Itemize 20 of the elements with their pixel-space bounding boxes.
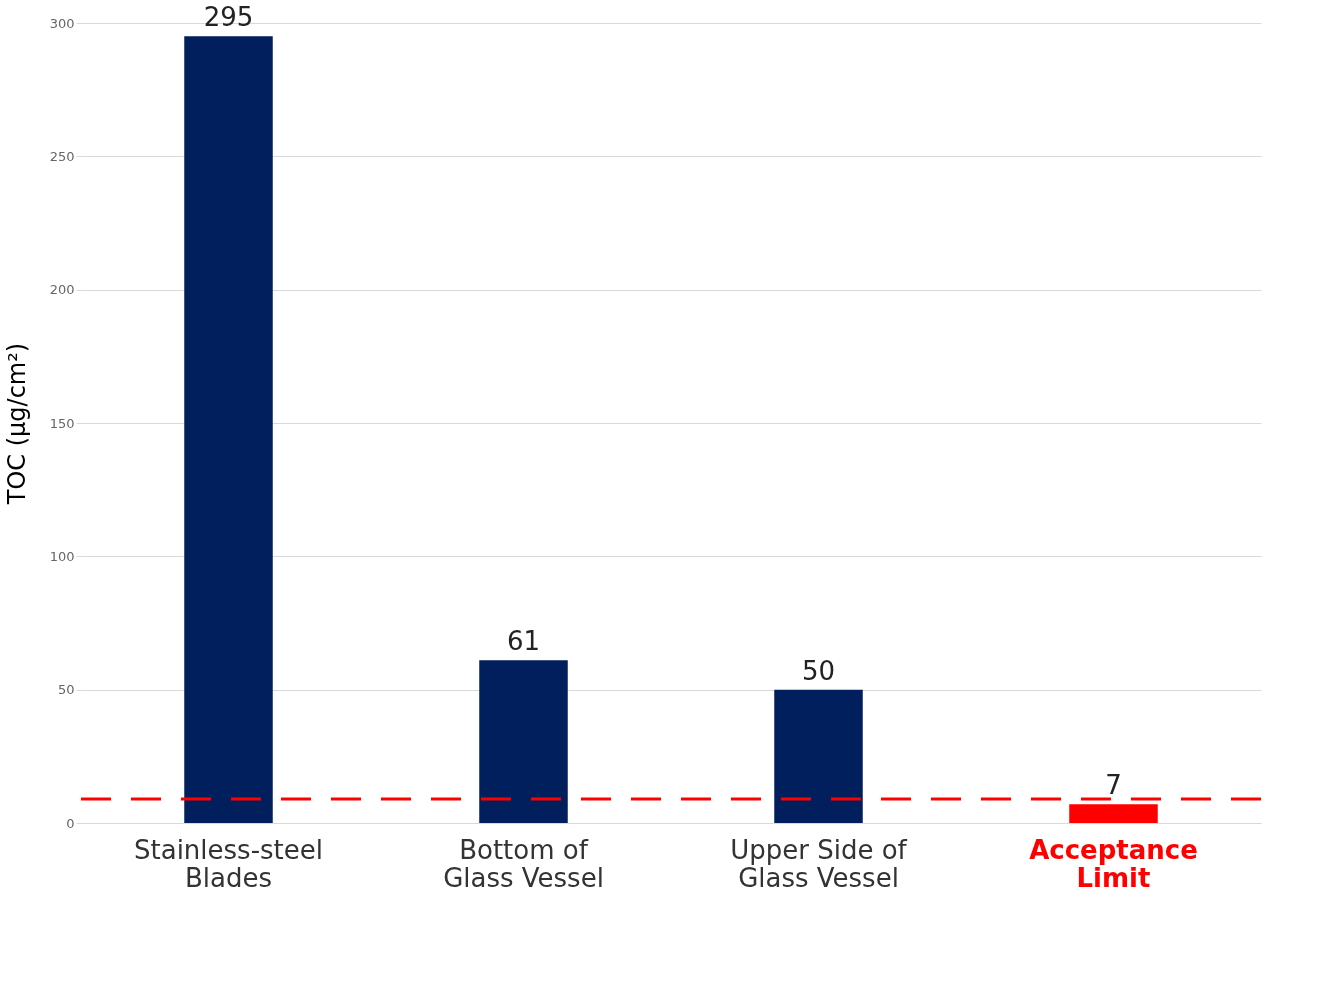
data-label: 61 xyxy=(506,626,541,657)
y-tick-label: 250 xyxy=(49,148,75,164)
data-label: 7 xyxy=(1105,770,1122,801)
bar xyxy=(479,660,568,823)
y-axis-title: TOC (µg/cm²) xyxy=(2,342,31,506)
x-tick-label: Bottom of Glass Vessel xyxy=(443,834,604,893)
data-label: 295 xyxy=(203,2,254,33)
data-label: 50 xyxy=(801,655,836,686)
y-tick-label: 50 xyxy=(57,682,75,698)
bar xyxy=(184,36,273,823)
x-tick-label: Stainless-steel Blades xyxy=(134,834,323,893)
bar xyxy=(774,689,863,823)
x-tick-label: Acceptance Limit xyxy=(1029,834,1198,893)
y-tick-label: 200 xyxy=(49,282,75,298)
y-tick-label: 0 xyxy=(66,815,75,831)
bar xyxy=(1069,804,1158,823)
x-tick-label: Upper Side of Glass Vessel xyxy=(730,834,908,893)
y-tick-label: 100 xyxy=(49,548,75,564)
y-tick-label: 150 xyxy=(49,415,75,431)
y-tick-label: 300 xyxy=(49,15,75,31)
